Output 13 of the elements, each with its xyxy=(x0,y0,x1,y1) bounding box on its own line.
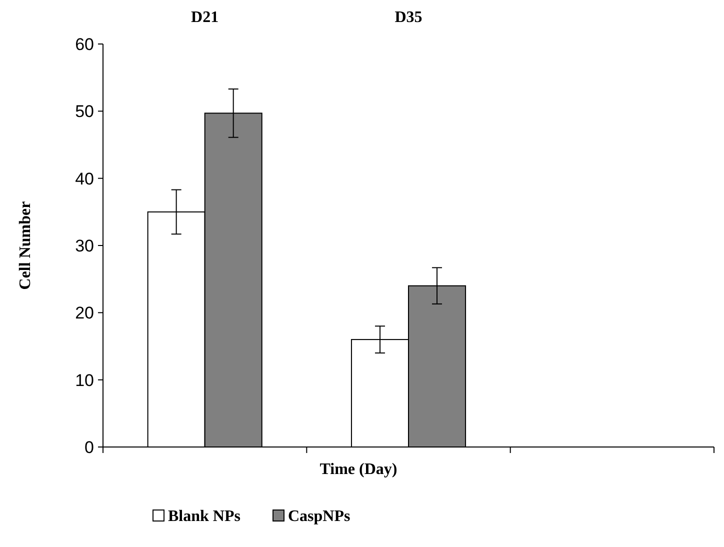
legend-label: CaspNPs xyxy=(288,508,350,525)
y-tick-label: 60 xyxy=(75,34,94,54)
legend-label: Blank NPs xyxy=(168,508,240,525)
x-tick-label: D21 xyxy=(191,9,219,26)
y-tick-label: 40 xyxy=(75,169,94,188)
x-tick-label: D35 xyxy=(394,9,422,26)
y-tick-label: 20 xyxy=(75,304,94,323)
y-tick-label: 0 xyxy=(84,438,94,457)
y-tick-label: 10 xyxy=(75,370,94,390)
y-tick-label: 30 xyxy=(75,236,94,256)
x-axis-title: Time (Day) xyxy=(320,461,398,478)
y-tick-label: 50 xyxy=(75,102,94,122)
y-axis-title: Cell Number xyxy=(17,201,34,290)
